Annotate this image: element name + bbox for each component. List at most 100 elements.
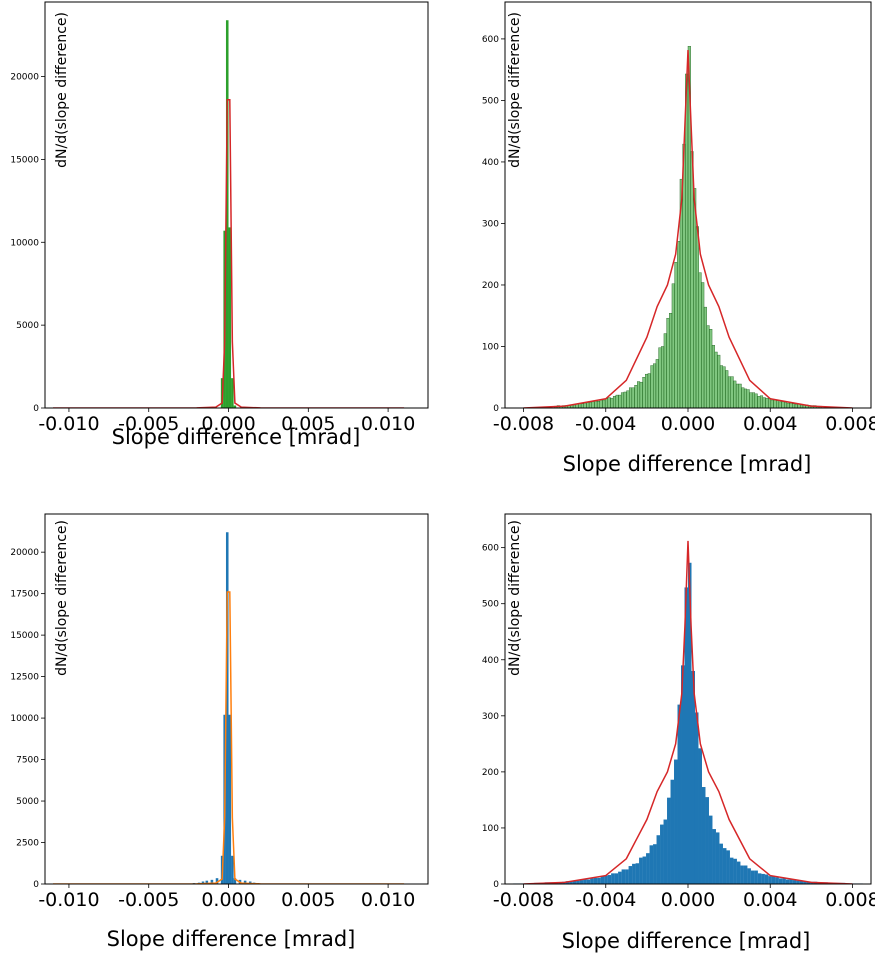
x-tick-label: 0.000 [661,889,715,911]
histogram-bar [711,345,715,408]
histogram-bar [803,881,807,884]
histogram-bar [215,878,219,884]
histogram-bar [642,856,647,884]
histogram-bar [765,397,769,408]
histogram-bar [690,151,694,408]
axes-frame [44,513,429,885]
histogram-bar [778,401,782,408]
histogram-bar [231,855,234,884]
histogram-bar [764,874,769,884]
histogram-bar [628,387,633,408]
histogram-bar [677,241,681,408]
histogram-bar [590,878,594,884]
histogram-bar [632,863,636,884]
x-tick-label: -0.005 [118,889,179,911]
chart-panel-top-left: 0 5000 10000 15000 20000 -0.010 -0.005 0.000 0.0… [10,1,429,449]
histogram-bar [661,346,665,408]
histogram-bar [785,879,790,884]
y-tick-label: 200 [482,768,499,778]
y-tick-label: 0 [33,404,39,414]
y-tick-label: 0 [493,404,499,414]
histogram-bar [599,399,603,408]
x-tick-label: 0.000 [661,413,715,435]
histogram-bar [663,333,667,408]
histogram-bar [631,387,635,408]
histogram-bar [759,395,764,408]
histogram-bar [743,865,748,884]
y-axis-label: dN/d(slope difference) [507,520,523,676]
histogram-bar [714,351,718,408]
y-tick-label: 0 [493,880,499,890]
histogram-bar [767,397,772,408]
histogram-bar [614,873,619,884]
histogram-bar [806,881,811,884]
histogram-bar [797,404,801,408]
histogram-bar [715,832,720,884]
plot-area [513,540,863,884]
histogram-bar [701,787,706,884]
y-tick-label: 12500 [10,673,39,683]
histogram-bar [781,401,785,408]
histogram-bar [717,354,721,408]
histogram-bar [784,402,788,408]
histogram-bar [645,373,649,408]
histogram-bar [618,871,622,884]
x-tick-label: -0.008 [493,413,554,435]
y-axis-label: dN/d(slope difference) [54,12,70,168]
histogram-bar [612,396,617,408]
chart-panel-bottom-right: 0 100 200 300 400 500 600 -0.008 -0.004 0.000 0.00… [482,513,875,953]
histogram-bar [588,402,592,408]
x-tick-label: 0.000 [201,413,255,435]
histogram-bar [569,881,573,884]
histogram-bar [757,396,761,408]
x-tick-label: -0.005 [118,413,179,435]
y-tick-label: 500 [482,96,499,106]
histogram-bar [674,262,678,408]
histogram-bar [647,373,651,408]
y-tick-label: 600 [482,35,499,45]
y-tick-label: 7500 [16,756,39,766]
y-tick-label: 10000 [10,714,39,724]
histogram-bar [626,390,630,408]
y-tick-label: 2500 [16,839,39,849]
histogram-bar [635,863,640,884]
histogram-bar [594,401,598,408]
histogram-bar [749,392,753,408]
y-tick-label: 200 [482,281,499,291]
histogram-bar [210,879,214,884]
histogram-bar [201,881,205,884]
histogram-bar [225,532,229,884]
histogram-bar [591,401,595,408]
fit-curve [523,540,853,884]
x-axis-label: Slope difference [mrad] [112,425,361,449]
histogram-bar [722,848,727,884]
histogram-bar [618,394,622,408]
histogram-bar [709,329,713,408]
histogram-bar [653,844,657,884]
histogram-bar [775,877,779,884]
fit-curve [52,99,405,408]
histogram-bar [741,387,745,408]
histogram-bar [615,394,619,408]
histogram-bar [706,325,710,408]
histogram-bar [233,878,237,884]
histogram-bar [740,865,744,884]
histogram-bar [575,404,579,408]
y-tick-label: 400 [482,656,499,666]
histogram-bar [712,829,716,884]
histogram-bar [649,845,654,884]
histogram-bar [233,405,237,408]
histogram-bar [671,283,675,408]
y-tick-label: 20000 [10,548,39,558]
x-axis-label: Slope difference [mrad] [563,452,812,476]
plot-area [523,46,853,408]
histogram-bar [738,383,742,408]
histogram-bar [228,227,232,408]
histogram-bar [602,399,606,408]
histogram-bar [620,392,625,408]
histogram-bar [761,873,765,884]
histogram-bar [685,73,689,408]
x-tick-label: -0.004 [575,889,636,911]
histogram-bar [623,391,627,408]
histogram-bar [792,880,797,884]
